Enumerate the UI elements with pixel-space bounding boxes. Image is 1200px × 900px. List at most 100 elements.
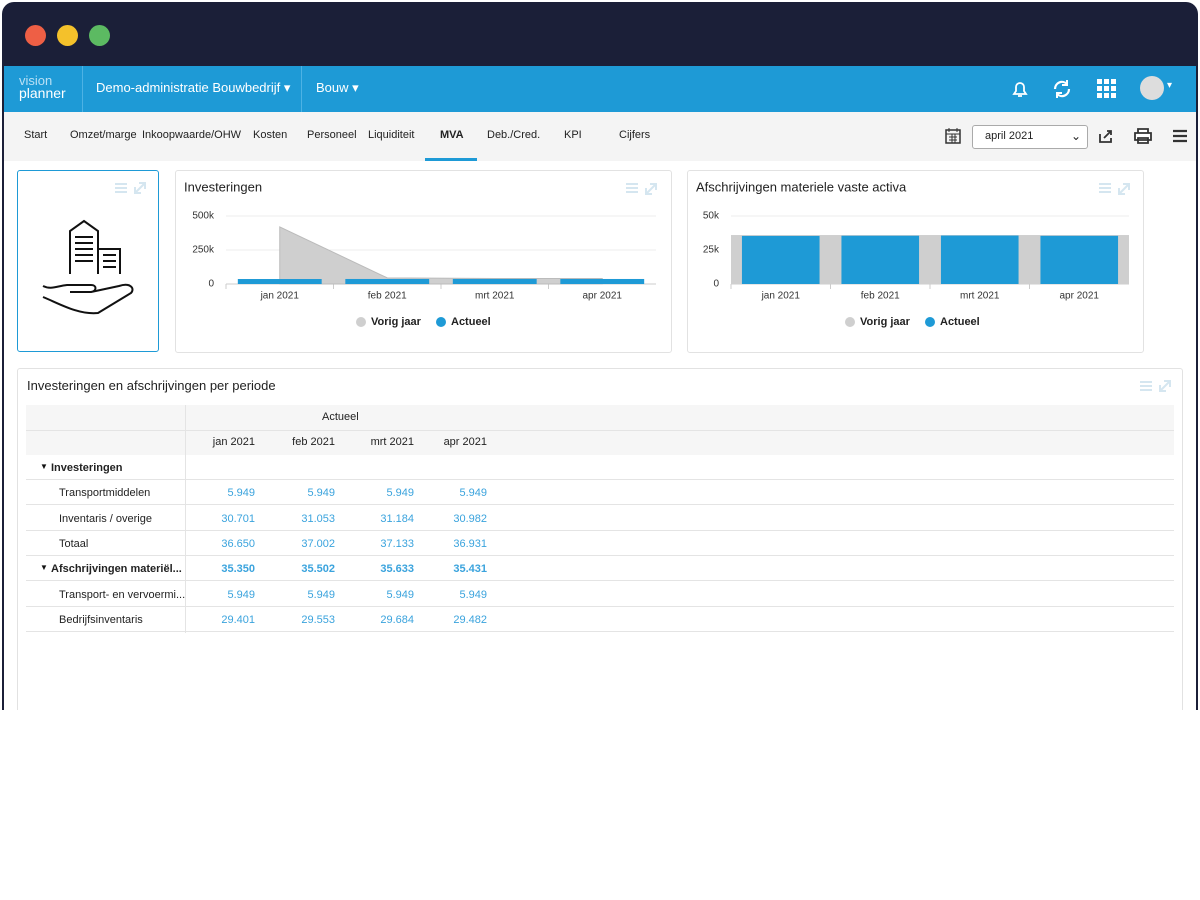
legend-label: Actueel xyxy=(451,316,491,328)
row-line xyxy=(26,605,1174,607)
tab-bar: april 2021 ⌄ Start Omzet/marge Inkoopwaard… xyxy=(4,112,1196,161)
cell-value[interactable]: 36.650 xyxy=(221,537,255,550)
chart-title: Afschrijvingen materiele vaste activa xyxy=(696,179,907,194)
icon-panel[interactable] xyxy=(17,170,159,352)
panel-tools[interactable] xyxy=(1138,379,1174,393)
cell-value[interactable]: 5.949 xyxy=(386,487,414,500)
row-line xyxy=(26,580,1174,582)
active-tab-indicator xyxy=(425,158,477,161)
apps-icon[interactable] xyxy=(1096,78,1116,98)
x-tick-label: feb 2021 xyxy=(368,291,407,302)
y-tick-label: 0 xyxy=(208,279,214,290)
menu-icon[interactable] xyxy=(1172,129,1188,143)
nav-tab[interactable]: Liquiditeit xyxy=(368,129,415,141)
row-line xyxy=(26,554,1174,556)
chart-title: Investeringen xyxy=(184,179,262,194)
y-tick-label: 250k xyxy=(192,245,215,256)
x-tick-label: feb 2021 xyxy=(861,291,900,302)
cell-value[interactable]: 31.053 xyxy=(301,512,335,525)
cell-value[interactable]: 36.931 xyxy=(453,537,487,550)
logo[interactable]: vision planner xyxy=(19,73,66,100)
x-tick-label: apr 2021 xyxy=(583,291,623,302)
row-label: Transport- en vervoermi... xyxy=(59,588,186,601)
administration-dropdown[interactable]: Demo-administratie Bouwbedrijf ▾ xyxy=(96,80,291,95)
nav-tab[interactable]: Personeel xyxy=(307,129,357,141)
cell-value[interactable]: 29.401 xyxy=(221,613,255,626)
close-button[interactable] xyxy=(25,25,46,46)
row-line xyxy=(26,479,1174,480)
cell-value[interactable]: 29.684 xyxy=(380,613,414,626)
legend-label: Actueel xyxy=(940,316,980,328)
cell-value[interactable]: 29.482 xyxy=(453,613,487,626)
nav-tab[interactable]: Cijfers xyxy=(619,129,651,141)
cell-value[interactable]: 35.633 xyxy=(380,563,414,576)
row-line xyxy=(26,504,1174,506)
x-tick-label: mrt 2021 xyxy=(475,291,515,302)
row-label: Bedrijfsinventaris xyxy=(59,613,143,626)
cell-value[interactable]: 29.553 xyxy=(301,613,335,626)
y-tick-label: 50k xyxy=(703,211,720,222)
panel-tools[interactable] xyxy=(113,181,149,195)
row-line xyxy=(26,630,1174,632)
cell-value[interactable]: 30.982 xyxy=(453,512,487,525)
x-tick-label: mrt 2021 xyxy=(960,291,1000,302)
expand-caret[interactable]: ▼ xyxy=(40,462,48,471)
cell-value[interactable]: 5.949 xyxy=(227,487,255,500)
chart-panel: Afschrijvingen materiele vaste activa 0 25… xyxy=(687,170,1144,353)
cell-value[interactable]: 5.949 xyxy=(386,588,414,601)
area xyxy=(279,226,603,285)
nav-tab[interactable]: KPI xyxy=(564,129,582,141)
print-icon[interactable] xyxy=(1134,128,1152,144)
cell-value[interactable]: 5.949 xyxy=(307,487,335,500)
cell-value[interactable]: 35.350 xyxy=(221,563,255,576)
cell-value[interactable]: 5.949 xyxy=(307,588,335,601)
notifications-icon[interactable] xyxy=(1008,77,1032,101)
y-tick-label: 0 xyxy=(713,279,719,290)
investment-icon xyxy=(42,219,134,315)
nav-tab[interactable]: Omzet/marge xyxy=(70,129,137,141)
cell-value[interactable]: 37.133 xyxy=(380,537,414,550)
nav-tab[interactable]: Start xyxy=(24,129,48,141)
row-label: Investeringen xyxy=(51,462,123,474)
cell-value[interactable]: 35.502 xyxy=(301,563,335,576)
divider xyxy=(301,66,302,112)
page-bottom xyxy=(0,710,1200,900)
calendar-icon[interactable] xyxy=(944,127,962,145)
refresh-icon[interactable] xyxy=(1050,77,1074,101)
row-label: Transportmiddelen xyxy=(59,487,151,500)
cell-value[interactable]: 30.701 xyxy=(221,512,255,525)
column-header: apr 2021 xyxy=(443,436,487,448)
export-icon[interactable] xyxy=(1098,128,1114,144)
legend-marker xyxy=(356,317,366,327)
period-select[interactable]: april 2021 ⌄ xyxy=(972,125,1088,149)
cell-value[interactable]: 5.949 xyxy=(459,588,487,601)
chart: Afschrijvingen materiele vaste activa 0 25… xyxy=(696,179,1130,328)
logo-top: vision xyxy=(19,73,53,88)
expand-caret[interactable]: ▼ xyxy=(40,563,48,573)
column-divider xyxy=(185,405,186,633)
cell-value[interactable]: 37.002 xyxy=(301,537,335,550)
cell-value[interactable]: 5.949 xyxy=(459,487,487,500)
nav-tab[interactable]: MVA xyxy=(440,129,464,141)
legend-label: Vorig jaar xyxy=(371,316,422,328)
cell-value[interactable]: 35.431 xyxy=(453,563,487,576)
user-caret[interactable]: ▾ xyxy=(1167,80,1173,91)
administration-label: Demo-administratie Bouwbedrijf xyxy=(96,80,281,95)
user-avatar[interactable] xyxy=(1140,76,1164,100)
minimize-button[interactable] xyxy=(57,25,78,46)
group-header: Actueel xyxy=(322,411,359,423)
nav-tab[interactable]: Inkoopwaarde/OHW xyxy=(142,129,242,141)
branch-dropdown[interactable]: Bouw ▾ xyxy=(316,80,359,95)
chart-panel: Investeringen 0 250k 500k jan 2021 feb 2021 mr… xyxy=(175,170,672,353)
bar xyxy=(452,278,537,284)
cell-value[interactable]: 31.184 xyxy=(380,512,414,525)
top-nav: vision planner Demo-administratie Bouwbed… xyxy=(4,66,1196,112)
select-caret: ⌄ xyxy=(1070,129,1081,143)
cell-value[interactable]: 5.949 xyxy=(227,588,255,601)
nav-tab[interactable]: Deb./Cred. xyxy=(487,129,541,141)
y-tick-label: 25k xyxy=(703,245,720,256)
maximize-button[interactable] xyxy=(89,25,110,46)
nav-tab[interactable]: Kosten xyxy=(253,129,288,141)
row-label: Afschrijvingen materiël... xyxy=(51,563,182,576)
